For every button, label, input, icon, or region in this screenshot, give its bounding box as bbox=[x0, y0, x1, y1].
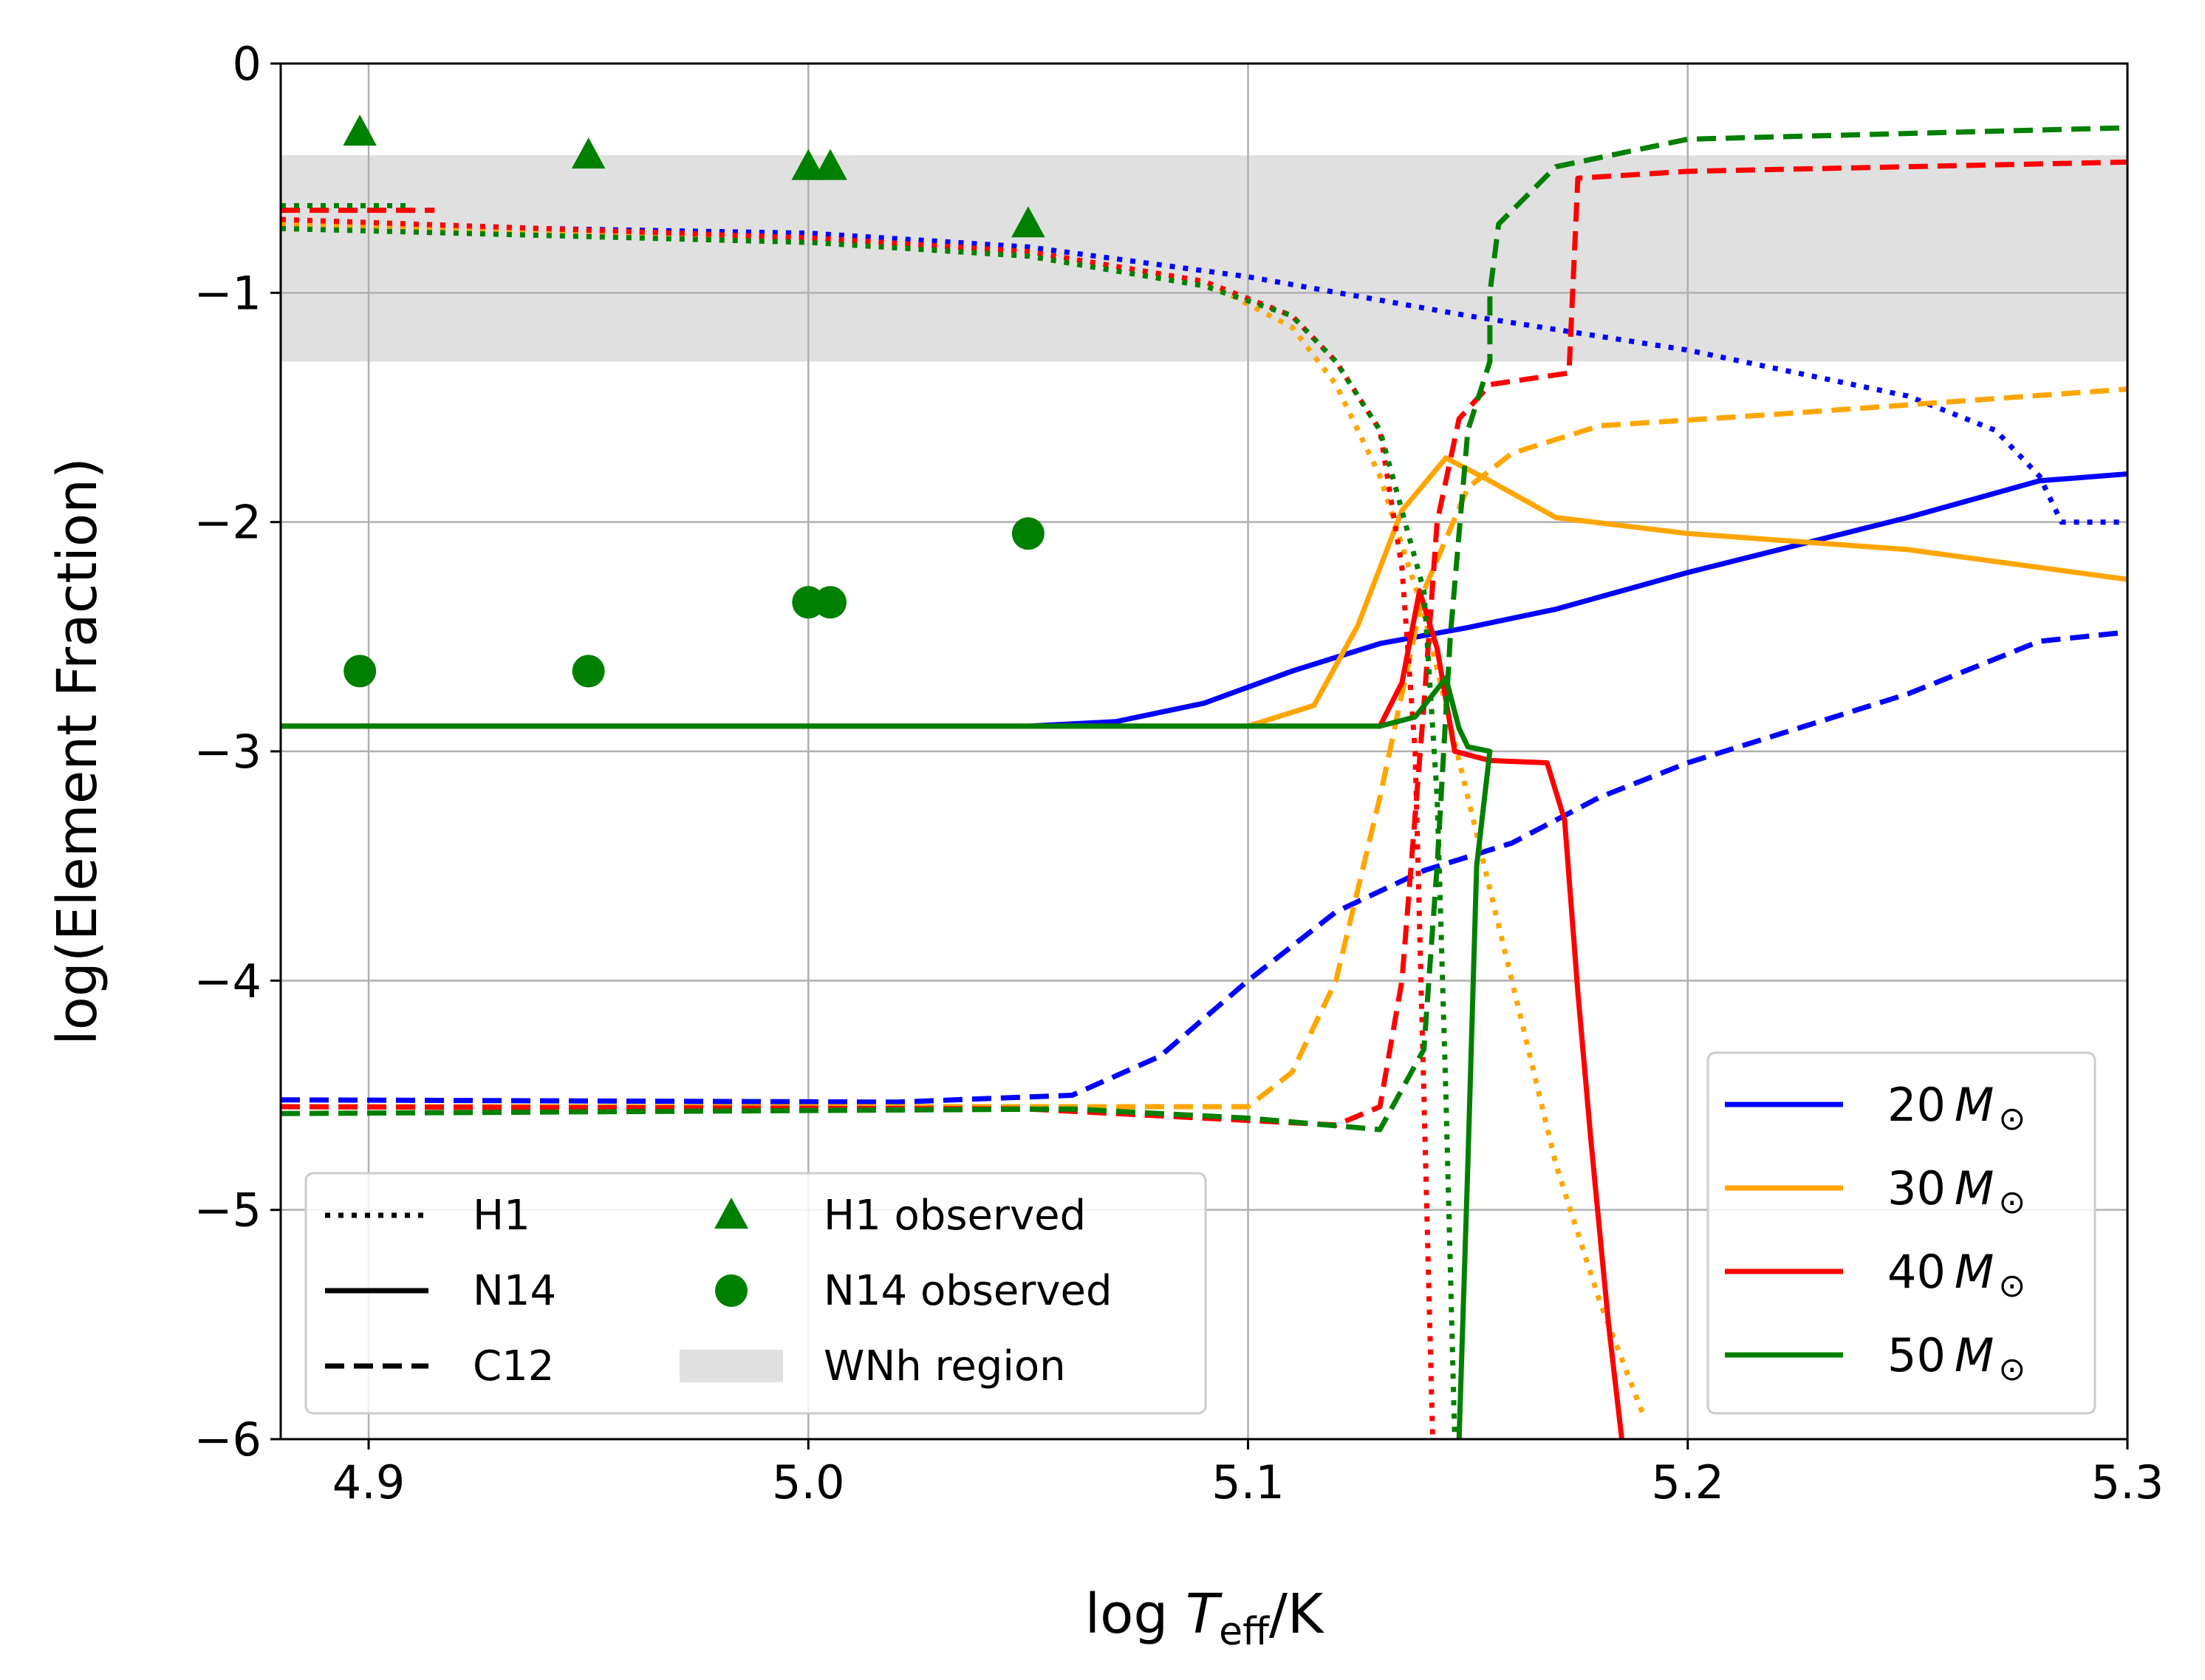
legend-mass-20-label: 20 M ⊙ bbox=[1887, 1078, 2025, 1138]
h1-observed-marker bbox=[571, 137, 606, 169]
series-line-20-c12 bbox=[281, 629, 2127, 1105]
series-line-50-h1 bbox=[281, 225, 1457, 1439]
y-tick-label: −4 bbox=[194, 954, 261, 1008]
tick-layer: 4.9 5.0 5.1 5.2 5.3 0 −1 −2 −3 −4 −5 −6 bbox=[194, 37, 2164, 1509]
y-tick-label: −6 bbox=[194, 1413, 261, 1466]
legend-mass-50-label: 50 M ⊙ bbox=[1887, 1328, 2025, 1388]
y-tick-label: −3 bbox=[194, 725, 261, 779]
y-axis-label: log(Element Fraction) bbox=[46, 457, 109, 1045]
mass-legend: 20 M ⊙ 30 M ⊙ 40 M ⊙ 50 M ⊙ bbox=[1706, 1051, 2096, 1415]
n14-observed-marker bbox=[572, 655, 605, 688]
series-line-50-n14 bbox=[281, 675, 1493, 1439]
y-tick-label: −1 bbox=[194, 266, 261, 320]
series-layer bbox=[281, 125, 2127, 1439]
n14-observed-marker bbox=[343, 655, 377, 688]
legend-n14-observed-label: N14 observed bbox=[824, 1267, 1112, 1315]
x-tick-label: 4.9 bbox=[332, 1455, 406, 1509]
h1-observed-marker bbox=[791, 148, 826, 180]
series-line-30-n14 bbox=[281, 455, 2127, 729]
marker-layer bbox=[343, 115, 1045, 688]
y-tick-label: −5 bbox=[194, 1184, 261, 1237]
legend-mass-30-label: 30 M ⊙ bbox=[1887, 1161, 2025, 1221]
x-tick-label: 5.1 bbox=[1211, 1455, 1285, 1509]
x-tick-label: 5.3 bbox=[2091, 1455, 2164, 1509]
h1-observed-marker bbox=[343, 115, 377, 146]
legend-h1-observed-label: H1 observed bbox=[824, 1192, 1086, 1240]
x-tick-label: 5.2 bbox=[1651, 1455, 1724, 1509]
legend-h1-label: H1 bbox=[473, 1192, 530, 1240]
legend-n14-observed-swatch bbox=[715, 1274, 748, 1307]
legend-mass-40-label: 40 M ⊙ bbox=[1887, 1245, 2025, 1305]
legend-h1-observed-swatch bbox=[714, 1198, 748, 1229]
legend-wnh-region-label: WNh region bbox=[824, 1342, 1066, 1390]
series-line-20-n14 bbox=[281, 471, 2127, 729]
wnh-band-layer bbox=[281, 155, 2127, 362]
legend-n14-label: N14 bbox=[473, 1267, 556, 1315]
h1-observed-marker bbox=[1011, 206, 1045, 238]
style-legend-box bbox=[304, 1172, 1207, 1415]
legend-wnh-region-swatch bbox=[680, 1350, 783, 1382]
n14-observed-marker bbox=[814, 586, 847, 619]
x-axis-label: log Teff/K bbox=[1085, 1582, 1325, 1654]
style-legend: H1 N14 C12 H1 observed N14 observed WNh regio… bbox=[304, 1172, 1207, 1415]
y-tick-label: 0 bbox=[233, 37, 261, 91]
y-tick-label: −2 bbox=[194, 496, 261, 550]
mass-legend-box bbox=[1706, 1051, 2096, 1415]
x-tick-label: 5.0 bbox=[772, 1455, 845, 1509]
h1-observed-marker bbox=[813, 148, 847, 180]
series-line-50-c12 bbox=[281, 125, 2127, 1133]
wnh-region-band bbox=[281, 155, 2127, 362]
legend-c12-label: C12 bbox=[473, 1342, 554, 1390]
n14-observed-marker bbox=[1011, 517, 1045, 550]
